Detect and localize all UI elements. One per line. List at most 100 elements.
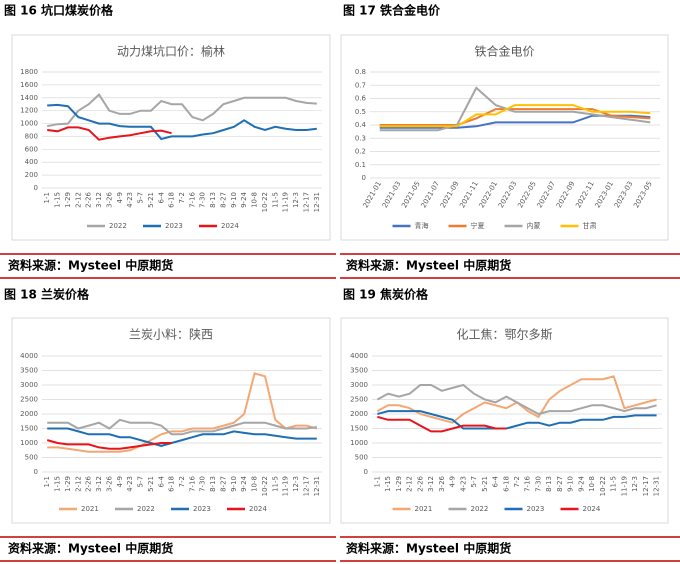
legend-label: 2022 (109, 222, 127, 230)
x-tick-label: 3-26 (105, 191, 113, 207)
series-line (376, 383, 657, 416)
x-tick-label: 11-5 (610, 476, 618, 492)
x-tick-label: 2022-05 (516, 180, 538, 209)
x-tick-label: 7-16 (188, 475, 196, 491)
figure-caption: 图 16 坑口煤炭价格 (4, 3, 114, 18)
x-tick-label: 1-15 (54, 476, 62, 492)
x-tick-label: 9-24 (577, 475, 585, 491)
legend-label: 2024 (583, 505, 601, 513)
x-tick-label: 7-2 (513, 476, 521, 487)
x-tick-label: 12-3 (292, 476, 300, 492)
series-line (379, 104, 651, 128)
x-tick-label: 11-19 (620, 476, 628, 496)
x-tick-label: 2021-11 (458, 180, 480, 209)
y-tick-label: 1400 (20, 94, 38, 102)
x-tick-label: 7-16 (188, 191, 196, 207)
x-tick-label: 8-27 (556, 476, 564, 492)
y-tick-label: 200 (25, 171, 38, 179)
y-tick-label: 1500 (350, 425, 368, 433)
x-tick-label: 2022-01 (478, 180, 500, 209)
x-tick-label: 3-12 (95, 192, 103, 208)
y-tick-label: 800 (25, 132, 38, 140)
x-tick-label: 1-15 (384, 476, 392, 492)
y-tick-label: 0.5 (355, 108, 366, 116)
x-tick-label: 9-24 (240, 475, 248, 491)
x-tick-label: 6-18 (168, 192, 176, 208)
source: 资料来源：Mysteel 中原期货 (8, 541, 173, 556)
series-line (47, 372, 318, 453)
x-tick-label: 2-12 (406, 476, 414, 492)
x-tick-label: 5-7 (137, 192, 145, 203)
x-tick-label: 12-3 (292, 192, 300, 208)
legend-label: 2023 (193, 505, 211, 513)
x-tick-label: 7-30 (199, 192, 207, 208)
x-tick-label: 11-5 (271, 476, 279, 492)
x-tick-label: 4-23 (126, 476, 134, 492)
x-tick-label: 10-8 (251, 476, 259, 492)
y-tick-label: 3000 (350, 381, 368, 389)
x-tick-label: 2022-11 (574, 180, 596, 209)
chart-title: 兰炭小料：陕西 (129, 327, 213, 342)
y-tick-label: 1500 (20, 425, 38, 433)
legend-label: 2022 (471, 505, 489, 513)
y-tick-label: 500 (355, 454, 368, 462)
legend-label: 2021 (81, 505, 99, 513)
x-tick-label: 12-17 (302, 192, 310, 212)
legend-label: 2023 (165, 222, 183, 230)
figure-caption: 图 19 焦炭价格 (343, 287, 429, 302)
x-tick-label: 3-12 (95, 476, 103, 492)
y-tick-label: 4000 (350, 352, 368, 360)
y-tick-label: 0.4 (355, 121, 367, 129)
y-tick-label: 0 (362, 174, 366, 182)
series-line (47, 93, 317, 128)
x-tick-label: 4-23 (126, 192, 134, 208)
x-tick-label: 10-22 (261, 476, 269, 496)
y-tick-label: 0 (364, 468, 368, 476)
x-tick-label: 1-29 (64, 192, 72, 208)
y-tick-label: 0.2 (355, 148, 366, 156)
x-tick-label: 8-27 (219, 476, 227, 492)
chart-frame (11, 34, 331, 241)
source: 资料来源：Mysteel 中原期货 (346, 541, 511, 556)
series-line (47, 418, 317, 436)
legend-label: 2023 (527, 505, 545, 513)
chart-frame (340, 317, 669, 524)
x-tick-label: 2021-09 (439, 180, 461, 209)
x-tick-label: 8-13 (545, 476, 553, 492)
x-tick-label: 9-10 (230, 192, 238, 208)
x-tick-label: 2023-03 (613, 180, 635, 209)
series-line (47, 427, 317, 447)
x-tick-label: 12-31 (313, 476, 321, 496)
x-tick-label: 9-24 (240, 191, 248, 207)
x-tick-label: 12-17 (302, 476, 310, 496)
x-tick-label: 2-26 (85, 475, 93, 491)
y-tick-label: 3500 (350, 367, 368, 375)
x-tick-label: 11-19 (282, 192, 290, 212)
x-tick-label: 8-27 (219, 192, 227, 208)
x-tick-label: 1-29 (395, 476, 403, 492)
x-tick-label: 2022-03 (497, 180, 519, 209)
y-tick-label: 3500 (20, 367, 38, 375)
chart-title: 铁合金电价 (474, 44, 534, 59)
x-tick-label: 2021-07 (420, 180, 442, 209)
x-tick-label: 1-1 (373, 476, 381, 487)
x-tick-label: 11-19 (282, 476, 290, 496)
x-tick-label: 2021-01 (362, 180, 384, 209)
x-tick-label: 6-18 (168, 476, 176, 492)
legend-label: 2024 (221, 222, 239, 230)
x-tick-label: 7-2 (178, 192, 186, 203)
legend-label: 甘肃 (583, 221, 597, 230)
figure-caption: 图 17 铁合金电价 (343, 3, 441, 18)
x-tick-label: 10-8 (251, 192, 259, 208)
x-tick-label: 4-9 (116, 476, 124, 487)
chart-frame (11, 317, 331, 524)
x-tick-label: 3-26 (438, 475, 446, 491)
chart-title: 动力煤坑口价：榆林 (117, 44, 225, 59)
figure-caption: 图 18 兰炭价格 (4, 287, 90, 302)
series-line (46, 439, 172, 450)
x-tick-label: 1-1 (43, 192, 51, 203)
y-tick-label: 0.6 (355, 95, 367, 103)
y-tick-label: 1000 (20, 120, 38, 128)
x-tick-label: 10-22 (599, 476, 607, 496)
